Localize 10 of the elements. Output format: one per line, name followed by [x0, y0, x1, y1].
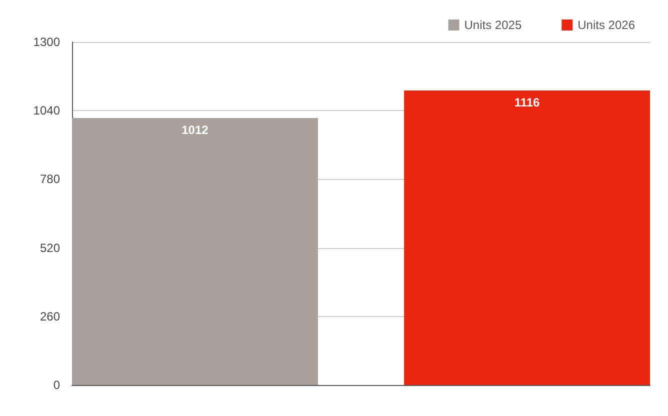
y-tick-label: 260 — [40, 309, 60, 324]
data-label: 1116 — [514, 96, 540, 110]
legend-label: Units 2025 — [464, 18, 522, 32]
y-tick-label: 520 — [40, 240, 60, 255]
y-tick-label: 1040 — [33, 104, 60, 118]
legend-label: Units 2026 — [578, 18, 636, 32]
y-tick-label: 1300 — [33, 35, 60, 49]
data-label: 1012 — [182, 122, 209, 137]
y-tick-label: 780 — [40, 172, 60, 186]
y-tick-label: 0 — [53, 378, 60, 392]
